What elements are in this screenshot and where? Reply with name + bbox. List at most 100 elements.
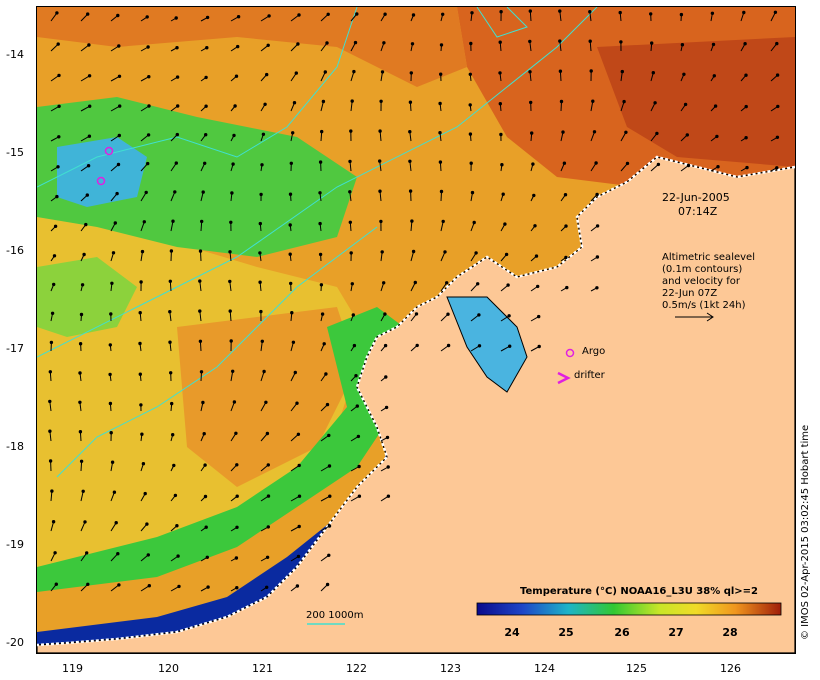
velocity-arrow-head (296, 432, 301, 436)
velocity-arrow-head (713, 104, 718, 108)
velocity-arrow-head (775, 166, 779, 170)
velocity-arrow-head (82, 252, 86, 257)
velocity-arrow-head (531, 162, 535, 166)
velocity-arrow-head (378, 189, 382, 193)
velocity-arrow-head (744, 104, 748, 109)
velocity-arrow-head (588, 39, 592, 43)
velocity-arrow-head (266, 463, 271, 467)
velocity-arrow-head (236, 15, 241, 19)
velocity-arrow-head (118, 104, 122, 108)
velocity-arrow-head (445, 281, 449, 285)
velocity-arrow-head (357, 464, 361, 469)
velocity-arrow-head (411, 13, 416, 17)
velocity-arrow-head (383, 343, 388, 348)
velocity-arrow-head (204, 104, 208, 108)
velocity-arrow-head (472, 220, 476, 225)
velocity-arrow-head (259, 192, 263, 197)
velocity-arrow-head (49, 340, 54, 345)
velocity-arrow-head (352, 343, 357, 348)
velocity-arrow-head (477, 313, 481, 317)
velocity-arrow-head (55, 194, 59, 199)
velocity-arrow-head (288, 223, 292, 227)
velocity-arrow-head (468, 132, 473, 136)
velocity-arrow-head (228, 279, 232, 284)
velocity-arrow-head (113, 221, 118, 225)
velocity-arrow-head (234, 556, 239, 560)
velocity-arrow-head (235, 463, 239, 467)
lat-tick-label: -19 (6, 538, 24, 551)
velocity-arrow-head (326, 12, 330, 17)
velocity-arrow-head (318, 160, 323, 164)
velocity-arrow-head (744, 136, 748, 140)
velocity-arrow-head (48, 429, 52, 433)
velocity-arrow-head (410, 219, 414, 223)
velocity-arrow-head (205, 15, 210, 20)
velocity-arrow-head (383, 12, 387, 16)
colorbar-tick: 28 (722, 626, 738, 639)
velocity-arrow-head (85, 193, 89, 197)
velocity-arrow-head (171, 433, 175, 437)
velocity-arrow-head (108, 401, 113, 406)
velocity-arrow-head (117, 74, 122, 79)
lat-tick-label: -17 (6, 342, 24, 355)
velocity-arrow-head (743, 42, 747, 46)
velocity-arrow-head (498, 71, 502, 75)
velocity-arrow-head (530, 131, 534, 135)
velocity-arrow-head (354, 374, 358, 378)
velocity-arrow-head (439, 189, 444, 194)
velocity-arrow-head (264, 400, 268, 404)
velocity-arrow-head (683, 102, 688, 107)
velocity-arrow-head (413, 280, 417, 285)
credit-text: © IMOS 02-Apr-2015 03:02:45 Hobart time (800, 424, 811, 640)
velocity-arrow-head (380, 250, 384, 254)
velocity-arrow-head (172, 463, 176, 468)
velocity-arrow-head (385, 435, 390, 440)
velocity-arrow-head (169, 371, 173, 375)
velocity-arrow-head (562, 161, 567, 165)
velocity-arrow-head (323, 70, 327, 74)
velocity-arrow-head (52, 254, 57, 258)
velocity-arrow-head (622, 99, 626, 104)
velocity-arrow-head (742, 10, 746, 15)
velocity-arrow-head (228, 309, 232, 313)
velocity-arrow-head (263, 102, 267, 107)
velocity-arrow-head (265, 431, 270, 436)
velocity-arrow-head (325, 582, 330, 587)
velocity-arrow-head (649, 12, 653, 16)
velocity-arrow-head (558, 39, 562, 43)
velocity-arrow-head (265, 72, 269, 77)
velocity-arrow-head (773, 10, 778, 15)
velocity-arrow-head (564, 224, 568, 228)
king-sound (446, 296, 528, 393)
velocity-arrow-head (110, 281, 114, 285)
velocity-arrow-head (355, 12, 359, 16)
colorbar-tick: 26 (614, 626, 630, 639)
velocity-arrow-head (528, 70, 532, 74)
velocity-arrow-head (408, 100, 413, 104)
velocity-arrow-head (348, 159, 352, 164)
velocity-arrow-head (414, 312, 419, 316)
velocity-arrow-head (715, 134, 719, 139)
velocity-arrow-head (477, 344, 482, 348)
velocity-arrow-head (295, 584, 300, 588)
velocity-arrow-head (116, 13, 120, 18)
velocity-arrow-head (446, 312, 450, 316)
velocity-arrow-head (469, 161, 473, 165)
velocity-arrow-head (537, 314, 541, 319)
velocity-arrow-head (292, 101, 297, 105)
velocity-arrow-head (78, 342, 83, 346)
velocity-arrow-head (54, 582, 58, 586)
lon-tick-label: 125 (626, 662, 647, 675)
velocity-arrow-head (383, 312, 387, 316)
velocity-arrow-head (712, 74, 716, 78)
velocity-arrow-head (203, 161, 207, 166)
velocity-arrow-head (680, 43, 685, 47)
velocity-arrow-head (175, 46, 179, 50)
velocity-arrow-head (350, 282, 354, 286)
velocity-arrow-head (204, 133, 208, 137)
velocity-arrow-head (537, 344, 541, 349)
velocity-arrow-head (559, 99, 564, 104)
velocity-arrow-head (294, 71, 298, 75)
velocity-arrow-head (81, 489, 85, 493)
map-frame (36, 6, 796, 654)
